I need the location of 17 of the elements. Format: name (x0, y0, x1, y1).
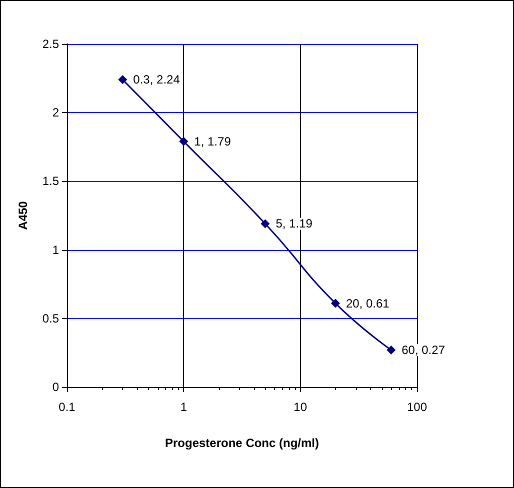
data-label: 0.3, 2.24 (133, 72, 180, 87)
x-axis-title: Progesterone Conc (ng/ml) (164, 436, 320, 450)
x-tick-label: 1 (180, 400, 188, 414)
x-tick-label: 100 (406, 400, 428, 414)
data-label: 5, 1.19 (276, 216, 313, 231)
x-tick-label: 10 (294, 400, 308, 414)
data-label: 20, 0.61 (346, 296, 390, 310)
y-tick-label: 0 (52, 380, 60, 394)
y-axis-title: A450 (16, 200, 30, 230)
y-tick-label: 1 (52, 242, 60, 257)
y-tick-label: 2.5 (42, 37, 60, 51)
y-tick-label: 2 (52, 106, 60, 120)
y-tick-label: 1.5 (42, 174, 60, 188)
x-tick-label: 0.1 (58, 400, 76, 414)
data-label: 60, 0.27 (402, 342, 446, 357)
y-tick-label: 0.5 (42, 311, 60, 326)
data-label: 1, 1.79 (194, 134, 232, 148)
